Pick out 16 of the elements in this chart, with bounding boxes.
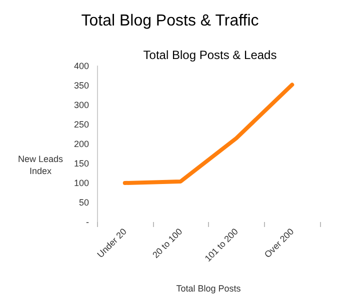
y-tick-label: 100 (74, 178, 89, 188)
chart-title: Total Blog Posts & Traffic (81, 12, 259, 30)
x-tick-label: 20 to 100 (150, 226, 184, 260)
y-tick-label: 400 (74, 61, 89, 71)
y-tick-label: 350 (74, 80, 89, 90)
y-tick-label: 150 (74, 158, 89, 168)
y-axis-title: New Leads Index (18, 154, 64, 176)
y-tick-label: 300 (74, 100, 89, 110)
x-axis-title: Total Blog Posts (176, 284, 242, 294)
x-tick-label: 101 to 200 (202, 226, 240, 264)
line-series (122, 82, 294, 185)
chart-subtitle: Total Blog Posts & Leads (143, 48, 277, 62)
y-tick-label: 250 (74, 120, 89, 130)
y-tick-label: - (86, 217, 89, 227)
y-tick-label: 50 (78, 198, 89, 208)
y-tick-label: 200 (74, 139, 89, 149)
